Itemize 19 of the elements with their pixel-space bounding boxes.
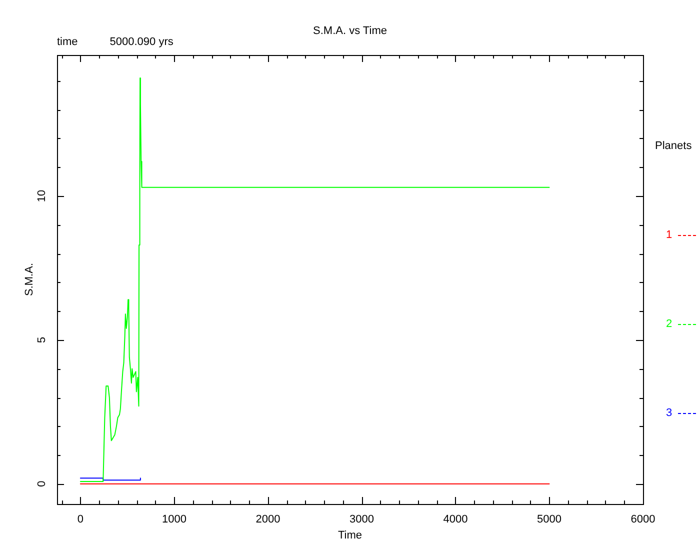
legend-label: 1 (666, 229, 674, 241)
text: 5000.090 yrs (110, 36, 174, 48)
x-tick-label: 1000 (162, 514, 186, 526)
x-tick-label: 5000 (537, 514, 562, 526)
x-tick-label: 3000 (349, 514, 374, 526)
legend-title: Planets (655, 140, 692, 152)
y-tick-label: 10 (36, 190, 48, 202)
text: time (57, 36, 78, 48)
x-axis-title: Time (338, 529, 362, 542)
legend-label: 2 (666, 318, 674, 330)
x-tick-label: 2000 (256, 514, 280, 526)
chart-title: S.M.A. vs Time (312, 25, 388, 37)
x-tick-label: 4000 (443, 514, 468, 526)
y-axis-title: S.M.A. (24, 262, 36, 296)
legend-label: 3 (666, 407, 674, 419)
x-tick-label: 6000 (630, 514, 656, 526)
y-tick-label: 5 (36, 336, 48, 344)
x-tick-label: 0 (77, 514, 84, 526)
y-tick-label: 0 (36, 480, 48, 487)
